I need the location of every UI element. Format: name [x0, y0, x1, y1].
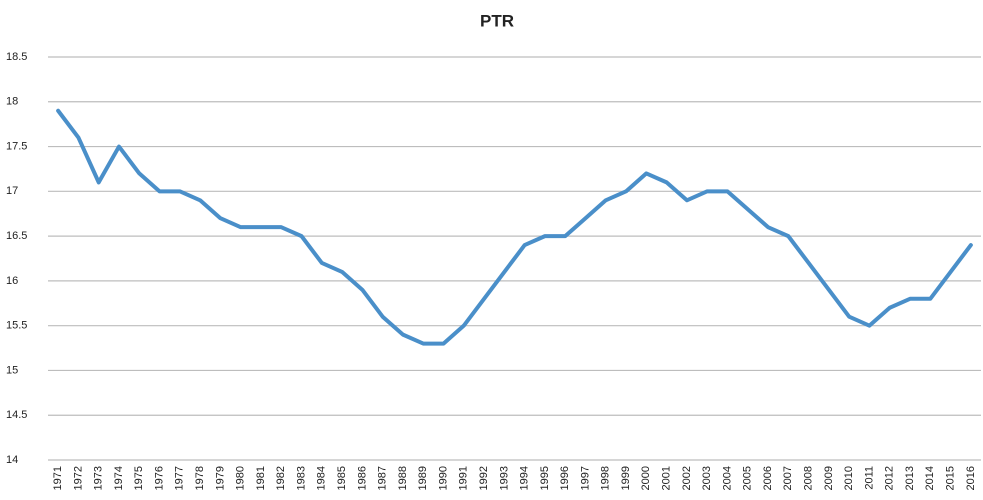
x-tick-label: 1988 [397, 466, 409, 490]
y-tick-label: 16 [6, 275, 18, 287]
y-tick-label: 16.5 [6, 230, 27, 242]
x-tick-label: 2010 [843, 466, 855, 490]
x-tick-label: 1996 [559, 466, 571, 490]
x-tick-label: 2013 [904, 466, 916, 490]
y-tick-label: 15 [6, 364, 18, 376]
x-tick-label: 1980 [235, 466, 247, 490]
x-tick-label: 2000 [640, 466, 652, 490]
x-tick-label: 1979 [214, 466, 226, 490]
x-tick-label: 1982 [275, 466, 287, 490]
x-tick-label: 1990 [437, 466, 449, 490]
x-tick-label: 1983 [295, 466, 307, 490]
x-tick-label: 1975 [133, 466, 145, 490]
x-tick-label: 2002 [681, 466, 693, 490]
x-tick-label: 2011 [863, 466, 875, 490]
x-tick-label: 1993 [498, 466, 510, 490]
x-tick-label: 1972 [72, 466, 84, 490]
y-tick-label: 18.5 [6, 51, 27, 63]
y-tick-label: 14.5 [6, 409, 27, 421]
x-tick-label: 1985 [336, 466, 348, 490]
x-tick-label: 2001 [661, 466, 673, 490]
x-tick-label: 1994 [519, 466, 531, 490]
x-tick-label: 2005 [742, 466, 754, 490]
x-tick-label: 2006 [762, 466, 774, 490]
x-tick-label: 1995 [539, 466, 551, 490]
x-tick-label: 1989 [417, 466, 429, 490]
x-tick-label: 1984 [316, 466, 328, 490]
x-tick-label: 1976 [153, 466, 165, 490]
x-tick-label: 1981 [255, 466, 267, 490]
x-tick-label: 2007 [782, 466, 794, 490]
x-tick-label: 2016 [965, 466, 977, 490]
x-tick-label: 1986 [356, 466, 368, 490]
x-tick-label: 2008 [803, 466, 815, 490]
y-tick-label: 14 [6, 454, 18, 466]
x-tick-label: 2014 [924, 466, 936, 490]
x-tick-label: 1971 [52, 466, 64, 490]
y-tick-label: 18 [6, 96, 18, 108]
x-tick-label: 2004 [721, 466, 733, 490]
x-tick-label: 1991 [458, 466, 470, 490]
data-line [56, 108, 973, 346]
x-tick-label: 2015 [944, 466, 956, 490]
y-tick-label: 17 [6, 185, 18, 197]
x-tick-label: 1974 [113, 466, 125, 490]
x-tick-label: 1998 [600, 466, 612, 490]
x-tick-label: 1977 [174, 466, 186, 490]
x-tick-label: 1973 [93, 466, 105, 490]
x-tick-label: 2009 [823, 466, 835, 490]
x-tick-label: 2012 [884, 466, 896, 490]
x-tick-label: 1987 [377, 466, 389, 490]
x-tick-label: 1992 [478, 466, 490, 490]
x-tick-label: 1997 [579, 466, 591, 490]
y-tick-label: 17.5 [6, 140, 27, 152]
x-tick-label: 1999 [620, 466, 632, 490]
x-tick-label: 1978 [194, 466, 206, 490]
x-tick-label: 2003 [701, 466, 713, 490]
chart-title: PTR [480, 11, 514, 30]
y-tick-label: 15.5 [6, 320, 27, 332]
